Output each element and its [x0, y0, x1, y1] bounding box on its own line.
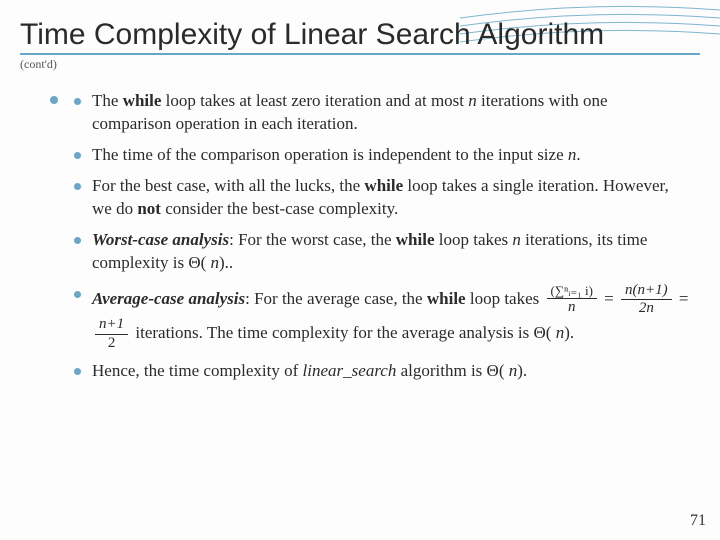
bullet-item: Average-case analysis: For the average c…: [70, 283, 690, 352]
fraction: n(n+1) 2n: [621, 283, 672, 318]
slide-subtitle: (cont'd): [20, 57, 700, 72]
bullet-item: Worst-case analysis: For the worst case,…: [70, 229, 690, 275]
slide-body: The while loop takes at least zero itera…: [70, 90, 690, 391]
bullet-list: The while loop takes at least zero itera…: [70, 90, 690, 383]
bullet-text: The time of the comparison operation is …: [92, 145, 568, 164]
bullet-text: For the best case, with all the lucks, t…: [92, 176, 364, 195]
title-block: Time Complexity of Linear Search Algorit…: [20, 18, 700, 72]
bullet-item: For the best case, with all the lucks, t…: [70, 175, 690, 221]
bullet-item: The time of the comparison operation is …: [70, 144, 690, 167]
slide: Time Complexity of Linear Search Algorit…: [0, 0, 720, 540]
bullet-item: Hence, the time complexity of linear_sea…: [70, 360, 690, 383]
fraction: n+1 2: [95, 317, 128, 352]
bullet-text: The: [92, 91, 123, 110]
slide-title: Time Complexity of Linear Search Algorit…: [20, 18, 700, 55]
bullet-item: The while loop takes at least zero itera…: [70, 90, 690, 136]
bullet-lead: Worst-case analysis: [92, 230, 229, 249]
outer-bullet-dot: [50, 96, 58, 104]
bullet-lead: Average-case analysis: [92, 289, 245, 308]
page-number: 71: [690, 512, 706, 530]
bullet-text: Hence, the time complexity of: [92, 361, 303, 380]
fraction: (∑ⁿᵢ₌₁ i) n: [547, 284, 597, 316]
